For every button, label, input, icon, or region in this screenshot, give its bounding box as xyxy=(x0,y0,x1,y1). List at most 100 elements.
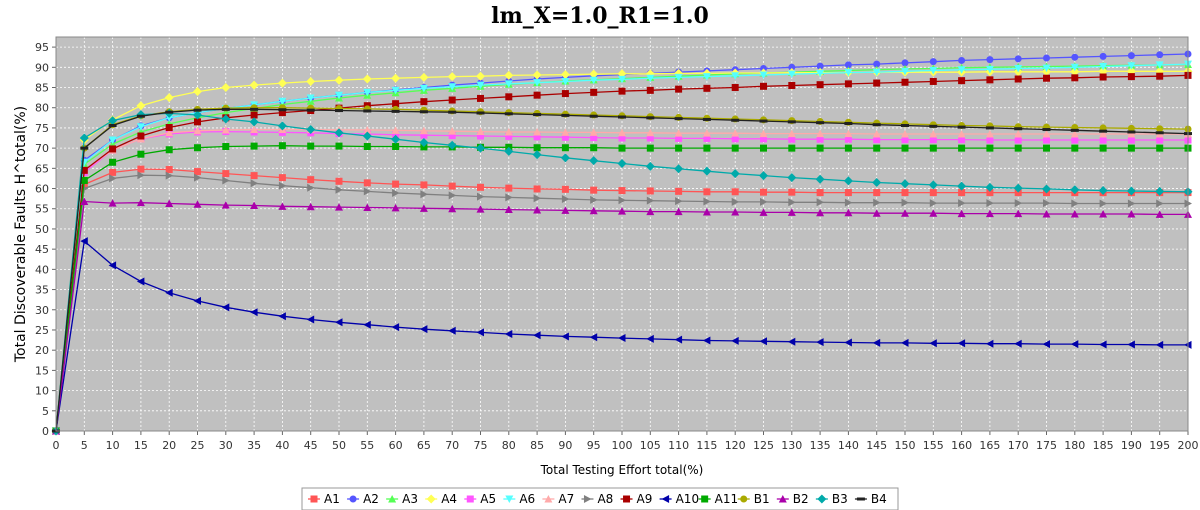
x-tick-label: 195 xyxy=(1149,439,1170,452)
data-point xyxy=(702,129,711,137)
data-point xyxy=(1155,131,1164,135)
data-point xyxy=(759,171,768,181)
legend-label: B3 xyxy=(832,492,848,506)
data-point xyxy=(334,75,344,85)
data-point xyxy=(391,134,401,144)
x-tick-label: 95 xyxy=(587,439,601,452)
data-point xyxy=(477,94,484,102)
data-point xyxy=(363,109,372,113)
chart-title: lm_X=1.0_R1=1.0 xyxy=(491,3,709,29)
data-point xyxy=(816,198,825,207)
data-point xyxy=(363,187,372,196)
data-point xyxy=(731,188,739,196)
data-point xyxy=(1127,73,1135,81)
data-point xyxy=(165,128,174,137)
data-point xyxy=(872,123,881,127)
data-point xyxy=(277,78,287,88)
data-point xyxy=(617,158,627,168)
data-point xyxy=(675,144,683,152)
x-tick-label: 25 xyxy=(191,439,205,452)
data-point xyxy=(843,176,853,186)
data-point xyxy=(108,199,117,207)
data-point xyxy=(249,80,259,90)
series-b2 xyxy=(52,197,1192,435)
data-point xyxy=(476,328,484,337)
data-point xyxy=(363,125,372,134)
x-tick-label: 0 xyxy=(53,439,60,452)
data-point xyxy=(419,84,428,93)
data-point xyxy=(957,129,966,138)
data-point xyxy=(165,146,173,154)
y-tick-label: 95 xyxy=(35,41,49,54)
data-point xyxy=(759,129,768,138)
y-tick-label: 70 xyxy=(35,142,49,155)
data-point xyxy=(391,126,400,134)
data-point xyxy=(760,144,767,152)
data-point xyxy=(476,71,485,81)
data-point xyxy=(675,197,683,206)
data-point xyxy=(221,303,230,312)
data-point xyxy=(731,118,740,122)
data-point xyxy=(505,93,513,101)
data-point xyxy=(1156,72,1164,80)
data-point xyxy=(787,173,797,183)
x-tick-label: 120 xyxy=(725,439,746,452)
data-point xyxy=(928,180,938,190)
data-point xyxy=(872,209,881,217)
data-point xyxy=(505,193,513,202)
y-tick-label: 65 xyxy=(35,162,49,175)
data-point xyxy=(193,126,202,135)
data-point xyxy=(844,189,852,197)
data-point xyxy=(193,108,202,112)
data-point xyxy=(221,107,230,111)
data-point xyxy=(561,206,570,214)
data-point xyxy=(731,72,740,80)
data-point xyxy=(844,338,852,347)
x-tick-label: 55 xyxy=(360,439,374,452)
data-point xyxy=(646,74,655,83)
data-point xyxy=(816,121,825,125)
legend-marker xyxy=(310,495,318,503)
data-point xyxy=(504,112,513,116)
data-point xyxy=(335,91,343,100)
data-point xyxy=(1070,63,1079,72)
data-point xyxy=(560,153,570,163)
x-tick-label: 140 xyxy=(838,439,859,452)
data-point xyxy=(929,77,937,85)
legend-label: A4 xyxy=(441,492,457,506)
data-point xyxy=(1127,340,1135,349)
legend: A1 A2 A3 A4 A5 A6 A7 A8 A9 A10 A11 B1 B2 B3 B4 xyxy=(301,487,899,510)
data-point xyxy=(108,136,117,145)
data-point xyxy=(477,192,485,201)
data-point xyxy=(165,124,173,132)
data-point xyxy=(618,128,626,137)
data-point xyxy=(675,134,683,142)
data-point xyxy=(646,128,655,137)
series-group xyxy=(51,50,1193,436)
data-point xyxy=(901,144,909,152)
data-point xyxy=(872,338,881,347)
data-point xyxy=(363,203,372,212)
data-point xyxy=(561,185,569,193)
data-point xyxy=(1014,65,1023,73)
data-point xyxy=(731,129,740,137)
legend-item-a11: A11 xyxy=(698,492,738,506)
legend-item-a1: A1 xyxy=(308,492,340,506)
data-point xyxy=(533,194,542,203)
data-point xyxy=(1099,199,1108,208)
data-point xyxy=(193,296,201,305)
data-point xyxy=(1042,128,1051,132)
data-point xyxy=(1099,129,1108,138)
data-point xyxy=(788,81,796,89)
data-point xyxy=(957,209,966,218)
data-point xyxy=(137,132,145,140)
data-point xyxy=(278,312,286,321)
data-point xyxy=(986,144,994,152)
data-point xyxy=(194,144,201,152)
legend-marker xyxy=(778,495,787,503)
data-point xyxy=(278,202,287,210)
data-point xyxy=(109,168,117,176)
data-point xyxy=(787,70,796,79)
data-point xyxy=(221,125,230,134)
data-point xyxy=(561,128,570,136)
